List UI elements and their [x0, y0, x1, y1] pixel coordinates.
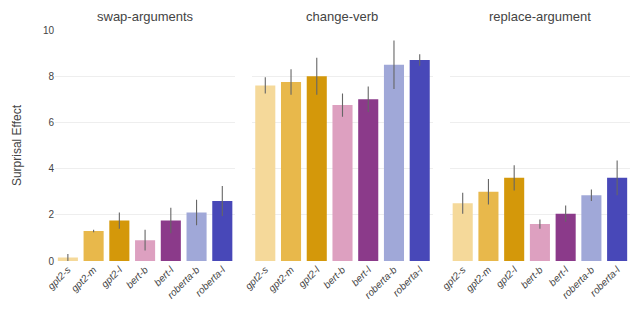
- svg-text:bert-l: bert-l: [152, 264, 176, 288]
- svg-text:gpt2-s: gpt2-s: [440, 264, 467, 291]
- svg-text:gpt2-l: gpt2-l: [99, 264, 125, 290]
- svg-text:roberta-l: roberta-l: [588, 264, 623, 299]
- svg-text:replace-argument: replace-argument: [489, 9, 591, 24]
- svg-text:0: 0: [48, 256, 54, 267]
- svg-text:bert-l: bert-l: [547, 264, 571, 288]
- svg-text:4: 4: [48, 163, 54, 174]
- svg-text:gpt2-s: gpt2-s: [243, 264, 270, 291]
- svg-text:roberta-l: roberta-l: [391, 264, 426, 299]
- svg-text:roberta-b: roberta-b: [560, 264, 597, 301]
- svg-text:6: 6: [48, 117, 54, 128]
- svg-text:gpt2-m: gpt2-m: [464, 264, 494, 294]
- svg-text:8: 8: [48, 71, 54, 82]
- svg-text:bert-b: bert-b: [321, 264, 348, 291]
- svg-text:bert-b: bert-b: [519, 264, 546, 291]
- svg-text:swap-arguments: swap-arguments: [97, 9, 194, 24]
- svg-text:gpt2-l: gpt2-l: [494, 264, 520, 290]
- svg-text:Surprisal Effect: Surprisal Effect: [10, 104, 24, 186]
- svg-text:roberta-b: roberta-b: [165, 264, 202, 301]
- svg-text:gpt2-m: gpt2-m: [69, 264, 99, 294]
- svg-text:bert-b: bert-b: [124, 264, 151, 291]
- svg-text:bert-l: bert-l: [349, 264, 373, 288]
- svg-text:gpt2-l: gpt2-l: [296, 264, 322, 290]
- svg-text:roberta-b: roberta-b: [362, 264, 399, 301]
- svg-text:10: 10: [43, 25, 55, 36]
- svg-text:gpt2-m: gpt2-m: [266, 264, 296, 294]
- svg-text:roberta-l: roberta-l: [193, 264, 228, 299]
- svg-text:gpt2-s: gpt2-s: [45, 264, 72, 291]
- svg-text:change-verb: change-verb: [306, 9, 378, 24]
- svg-text:2: 2: [48, 209, 54, 220]
